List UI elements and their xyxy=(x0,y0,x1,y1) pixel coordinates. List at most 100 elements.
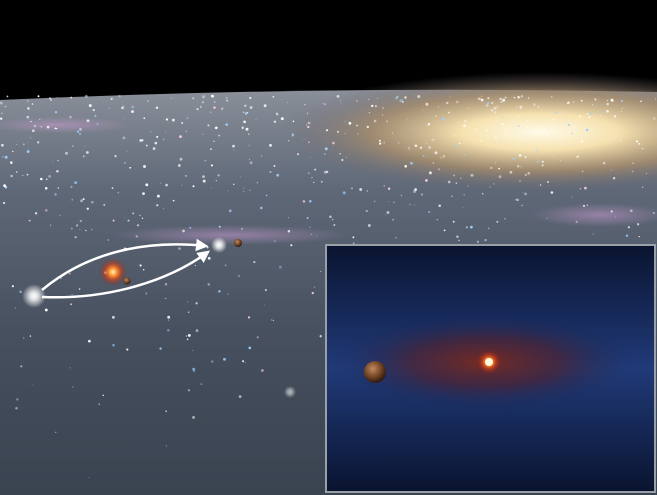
star-dot xyxy=(14,307,17,309)
star-dot xyxy=(44,187,48,190)
star-dot xyxy=(333,224,336,226)
star-dot xyxy=(464,120,467,123)
star-dot xyxy=(572,101,575,103)
star-dot xyxy=(592,104,594,106)
star-dot xyxy=(307,172,310,174)
star-dot xyxy=(456,235,459,238)
star-dot xyxy=(501,123,504,126)
star-dot xyxy=(51,124,53,126)
star-dot xyxy=(395,237,397,239)
star-dot xyxy=(70,303,72,306)
star-dot xyxy=(145,183,149,187)
star-dot xyxy=(453,174,456,177)
star-dot xyxy=(131,105,135,109)
star-dot xyxy=(610,210,613,213)
star-dot xyxy=(417,95,421,98)
star-dot xyxy=(584,186,587,190)
star-dot xyxy=(527,97,530,99)
star-dot xyxy=(227,190,229,192)
star-dot xyxy=(10,174,13,178)
star-core xyxy=(485,358,493,366)
star-dot xyxy=(202,95,206,99)
star-dot xyxy=(378,139,381,142)
star-dot xyxy=(519,105,523,109)
star-dot xyxy=(155,106,159,109)
star-dot xyxy=(414,204,416,206)
star-dot xyxy=(522,192,524,193)
star-dot xyxy=(414,144,418,147)
star-dot xyxy=(516,164,520,168)
star-dot xyxy=(4,105,7,108)
star-dot xyxy=(422,155,425,157)
star-dot xyxy=(94,115,97,117)
star-dot xyxy=(517,95,520,99)
star-dot xyxy=(171,97,172,99)
star-dot xyxy=(481,192,484,195)
star-dot xyxy=(272,320,274,322)
star-dot xyxy=(520,139,523,142)
star-dot xyxy=(71,199,73,201)
star-dot xyxy=(69,115,72,119)
star-dot xyxy=(56,97,58,98)
star-dot xyxy=(629,209,633,213)
star-dot xyxy=(374,200,376,202)
star-dot xyxy=(493,106,497,110)
star-dot xyxy=(450,96,451,98)
star-dot xyxy=(359,188,363,191)
star-dot xyxy=(49,224,52,226)
star-dot xyxy=(57,159,59,162)
star-dot xyxy=(310,233,312,235)
star-dot xyxy=(70,96,73,99)
star-dot xyxy=(571,132,574,135)
star-dot xyxy=(167,328,170,332)
star-dot xyxy=(186,338,189,341)
star-dot xyxy=(290,244,293,247)
star-dot xyxy=(434,151,438,155)
star-dot xyxy=(468,107,470,109)
star-dot xyxy=(632,162,634,165)
star-dot xyxy=(541,160,544,163)
star-dot xyxy=(309,226,311,228)
star-dot xyxy=(404,165,407,168)
star-dot xyxy=(573,125,576,128)
star-dot xyxy=(585,128,589,132)
planet xyxy=(123,277,131,285)
star-dot xyxy=(491,101,494,104)
star-dot xyxy=(213,106,216,109)
star-dot xyxy=(185,335,187,337)
star-dot xyxy=(29,335,32,337)
star-dot xyxy=(387,187,391,190)
star-dot xyxy=(263,104,267,108)
star-dot xyxy=(278,265,282,269)
star-dot xyxy=(323,103,327,106)
star-dot xyxy=(503,129,505,131)
star-dot xyxy=(498,108,499,110)
star-dot xyxy=(499,97,502,101)
star-dot xyxy=(371,104,374,108)
star-dot xyxy=(145,144,148,147)
star-dot xyxy=(336,130,340,133)
star-dot xyxy=(645,172,647,174)
star-dot xyxy=(145,292,148,295)
star-dot xyxy=(200,383,203,385)
star-dot xyxy=(484,238,487,242)
star-dot xyxy=(309,122,311,124)
star-dot xyxy=(181,184,183,186)
star-dot xyxy=(15,171,18,173)
star-dot xyxy=(215,179,217,182)
star-dot xyxy=(425,142,427,145)
star-dot xyxy=(26,100,29,102)
star-dot xyxy=(199,106,202,108)
star-dot xyxy=(419,146,423,149)
star-dot xyxy=(172,199,175,202)
star-dot xyxy=(196,107,199,111)
star-dot xyxy=(237,274,240,277)
star-dot xyxy=(579,188,582,190)
star-dot xyxy=(496,220,499,223)
star-dot xyxy=(194,264,197,267)
star-dot xyxy=(502,98,506,102)
star-dot xyxy=(238,395,242,398)
star-dot xyxy=(463,124,466,128)
star-dot xyxy=(224,264,227,267)
